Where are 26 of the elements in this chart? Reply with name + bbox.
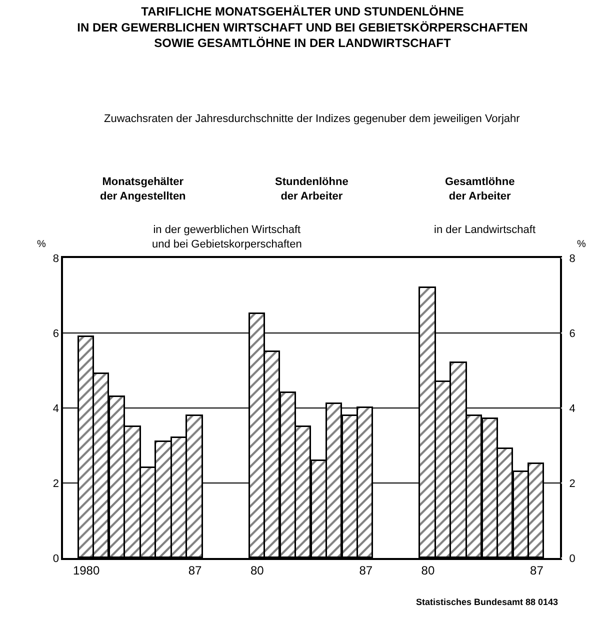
x-tick-label: 1980 [72,563,100,578]
y-tick-label: 8 [52,252,60,265]
y2-tick-label: 8 [569,252,576,265]
text: Stundenlöhne der Arbeiter [275,176,348,202]
x-tick-label: 87 [530,563,544,578]
y2-tick-label: 2 [569,478,576,490]
x-tick-label: 87 [359,563,373,578]
x-tick-label: 80 [421,563,435,578]
text: in der Landwirtschaft [434,224,536,236]
y-tick-label: 2 [52,478,60,490]
text: Gesamtlöhne der Arbeiter [445,176,515,202]
chart-title: TARIFLICHE MONATSGEHÄLTER UND STUNDENLÖHNE IN DER GEWERBLICHEN WIRTSCHAFT UND BEI GEBIETSKÖRPERSCHAFTEN SOWIE GESAMTLÖHNE IN DER LANDWIRTSCHAFT [77,4,528,50]
text: Monatsgehälter der Angestellten [100,176,186,202]
y2-axis-title: % [577,239,586,250]
x-tick-label: 80 [250,563,264,578]
y2-tick-label: 0 [569,552,576,565]
text: in der gewerblichen Wirtschaft und bei Gebietskorperschaften [152,224,302,250]
y2-tick-label: 4 [569,402,576,415]
x-tick-label: 87 [188,563,202,578]
y2-tick-label: 6 [569,328,576,340]
y-tick-label: 0 [52,552,60,565]
y-axis-title: % [37,239,46,250]
y-tick-label: 6 [52,328,60,340]
y-tick-label: 4 [52,402,60,415]
chart-subtitle: Zuwachsraten der Jahresdurchschnitte der Indizes gegenuber dem jeweiligen Vorjahr [104,113,520,125]
text: Statistisches Bundesamt 88 0143 [416,597,558,607]
